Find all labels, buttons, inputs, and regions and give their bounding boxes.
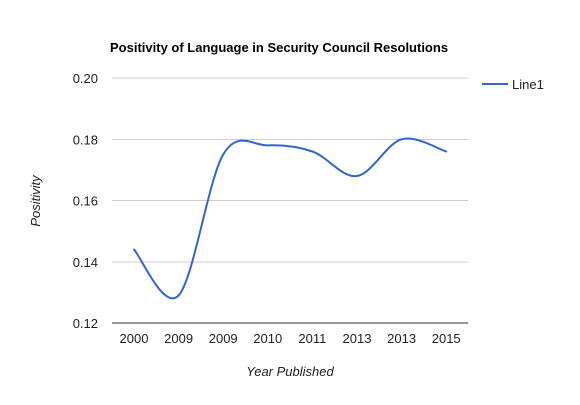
series-line	[133, 137, 448, 300]
data-point	[131, 247, 137, 253]
y-tick-label: 0.14	[73, 255, 98, 270]
x-tick-label: 2000	[120, 331, 149, 346]
x-tick-label: 2009	[164, 331, 193, 346]
y-tick-label: 0.16	[73, 194, 98, 209]
x-tick-label: 2011	[298, 331, 326, 346]
y-axis-title: Positivity	[28, 174, 43, 227]
y-axis-ticks: 0.12 0.14 0.16 0.18 0.20	[73, 71, 98, 331]
data-point	[309, 149, 315, 155]
y-tick-label: 0.18	[73, 132, 98, 147]
data-point	[220, 152, 226, 158]
data-point	[443, 149, 449, 155]
series-lines	[131, 136, 449, 300]
legend: Line1	[482, 77, 544, 92]
chart-title: Positivity of Language in Security Counc…	[110, 40, 448, 55]
x-tick-label: 2013	[343, 331, 372, 346]
data-point	[176, 292, 182, 298]
data-point	[265, 142, 271, 148]
legend-label: Line1	[512, 77, 544, 92]
data-point	[399, 136, 405, 142]
y-tick-label: 0.20	[73, 71, 98, 86]
y-tick-label: 0.12	[73, 316, 98, 331]
x-tick-label: 2015	[432, 331, 461, 346]
x-tick-label: 2013	[387, 331, 416, 346]
data-point	[354, 173, 360, 179]
x-axis-title: Year Published	[246, 364, 334, 379]
x-axis-ticks: 2000 2009 2009 2010 2011 2013 2013 2015	[120, 331, 461, 346]
gridlines	[112, 77, 468, 324]
x-tick-label: 2010	[253, 331, 282, 346]
x-tick-label: 2009	[209, 331, 238, 346]
